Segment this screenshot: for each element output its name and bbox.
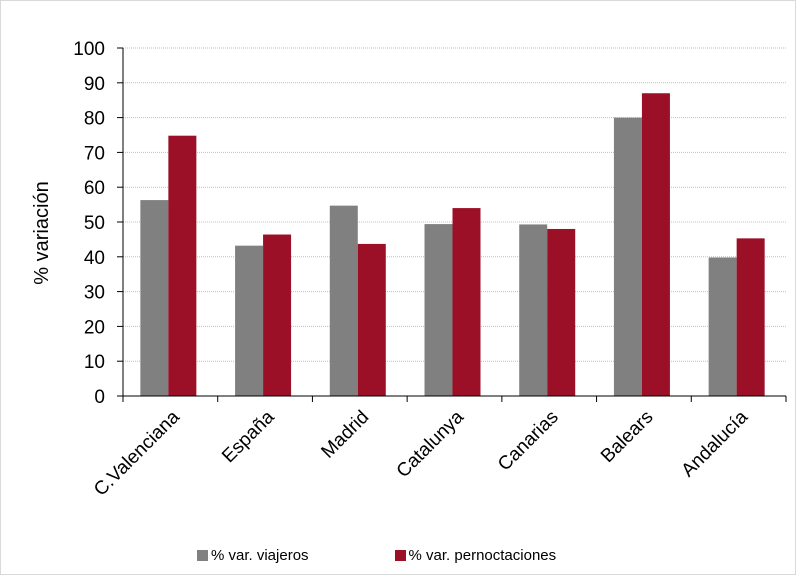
bar-pernoctaciones	[357, 243, 386, 396]
y-tick-label: 0	[94, 387, 105, 408]
bar-viajeros	[424, 224, 453, 396]
y-tick-label: 50	[84, 213, 105, 234]
bars	[140, 93, 765, 397]
legend-item-pernoctaciones: % var. pernoctaciones	[394, 547, 557, 564]
bar-viajeros	[519, 224, 548, 396]
gridlines	[123, 47, 786, 362]
bar-pernoctaciones	[641, 93, 670, 397]
x-category-label: Madrid	[317, 407, 373, 463]
axes	[117, 47, 787, 402]
bar-pernoctaciones	[452, 208, 481, 396]
x-tick-labels: C.Valenciana España Madrid Catalunya Canaria…	[90, 406, 752, 500]
bar-viajeros	[329, 205, 358, 396]
bar-viajeros	[613, 117, 642, 396]
y-tick-label: 60	[84, 178, 105, 199]
bar-pernoctaciones	[168, 135, 197, 397]
bar-viajeros	[235, 245, 264, 396]
x-category-label: Balears	[597, 407, 657, 467]
y-tick-label: 20	[84, 317, 105, 338]
bar-viajeros	[708, 257, 737, 396]
bar-viajeros	[140, 200, 169, 396]
y-tick-label: 30	[84, 283, 105, 304]
y-tick-label: 40	[84, 248, 105, 269]
legend: % var. viajeros % var. pernoctaciones	[197, 547, 556, 564]
x-category-label: Catalunya	[393, 406, 469, 482]
bar-pernoctaciones	[547, 228, 576, 396]
y-tick-label: 10	[84, 352, 105, 373]
y-tick-label: 90	[84, 74, 105, 95]
x-category-label: Andalucía	[678, 406, 753, 481]
x-category-label: Canarias	[494, 407, 563, 476]
legend-label-pernoctaciones: % var. pernoctaciones	[408, 547, 557, 564]
y-tick-label: 70	[84, 143, 105, 164]
x-category-label: C.Valenciana	[90, 406, 184, 500]
y-tick-labels: 0 10 20 30 40 50 60 70 80 90 100	[73, 39, 105, 408]
y-axis-title: % variación	[31, 181, 53, 284]
x-category-label: España	[218, 406, 279, 467]
legend-swatch-pernoctaciones	[394, 550, 406, 561]
legend-label-viajeros: % var. viajeros	[211, 547, 309, 564]
y-tick-label: 80	[84, 109, 105, 130]
legend-item-viajeros: % var. viajeros	[197, 547, 309, 564]
legend-swatch-viajeros	[197, 550, 208, 561]
bar-pernoctaciones	[736, 238, 765, 396]
y-tick-label: 100	[73, 39, 105, 60]
bar-pernoctaciones	[263, 234, 292, 396]
